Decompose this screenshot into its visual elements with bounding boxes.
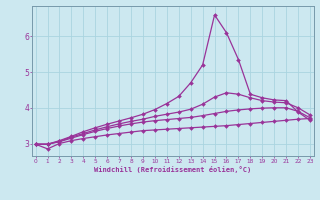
X-axis label: Windchill (Refroidissement éolien,°C): Windchill (Refroidissement éolien,°C) — [94, 166, 252, 173]
